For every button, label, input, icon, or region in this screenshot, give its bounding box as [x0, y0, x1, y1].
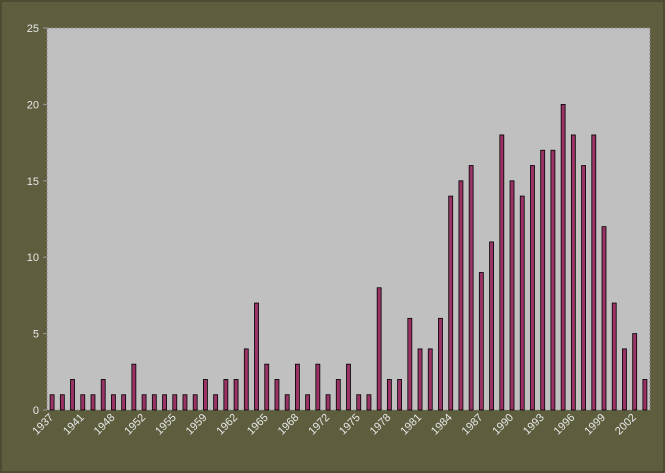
bar: [560, 104, 566, 411]
bar: [601, 226, 607, 411]
bar: [519, 195, 525, 411]
bar: [468, 165, 474, 411]
bar: [182, 394, 188, 411]
bar: [366, 394, 372, 411]
y-tick-label: 5: [33, 329, 39, 341]
y-tick-label: 10: [27, 252, 39, 264]
bar: [59, 394, 65, 411]
bar: [407, 317, 413, 411]
bar: [243, 348, 249, 411]
bar: [581, 165, 586, 411]
bar: [509, 180, 515, 411]
bar: [540, 149, 546, 411]
bar: [305, 394, 311, 411]
bar: [325, 394, 331, 411]
bar: [223, 379, 229, 411]
bar: [427, 348, 433, 411]
bar: [233, 379, 239, 411]
y-tick-label: 15: [27, 176, 39, 188]
bar: [530, 165, 535, 411]
bar: [591, 134, 597, 411]
y-tick-label: 20: [27, 99, 39, 111]
bar: [121, 394, 127, 411]
plot-area: [46, 27, 651, 411]
bar: [49, 394, 55, 411]
bar: [213, 394, 219, 411]
bar: [70, 379, 75, 411]
bar: [611, 302, 617, 411]
bar: [478, 272, 484, 411]
bar: [203, 379, 208, 411]
bar: [550, 149, 556, 411]
bar: [386, 379, 392, 411]
bar: [622, 348, 627, 411]
bar: [448, 195, 454, 411]
bar: [90, 394, 96, 411]
bar: [632, 333, 638, 411]
bar: [499, 134, 505, 411]
bar: [397, 379, 403, 411]
bar: [254, 302, 259, 411]
bar: [315, 363, 321, 411]
bar: [489, 241, 494, 411]
y-tick-label: 25: [27, 23, 39, 35]
bar: [570, 134, 576, 411]
bar: [642, 379, 648, 411]
bar: [294, 363, 300, 411]
bar: [111, 394, 116, 411]
y-tick-label: 0: [33, 405, 39, 417]
bar: [356, 394, 362, 411]
bar: [376, 287, 382, 411]
bar: [172, 394, 178, 411]
bar: [100, 379, 106, 411]
bar: [264, 363, 270, 411]
bar: [458, 180, 464, 411]
bar: [151, 394, 157, 411]
bar: [80, 394, 86, 411]
bar: [284, 394, 290, 411]
bar: [131, 363, 137, 411]
bar: [417, 348, 423, 411]
bar: [141, 394, 147, 411]
bar: [274, 379, 280, 411]
bar: [346, 363, 351, 411]
bar: [162, 394, 167, 411]
bar: [192, 394, 198, 411]
bar: [438, 317, 443, 411]
bar: [335, 379, 341, 411]
